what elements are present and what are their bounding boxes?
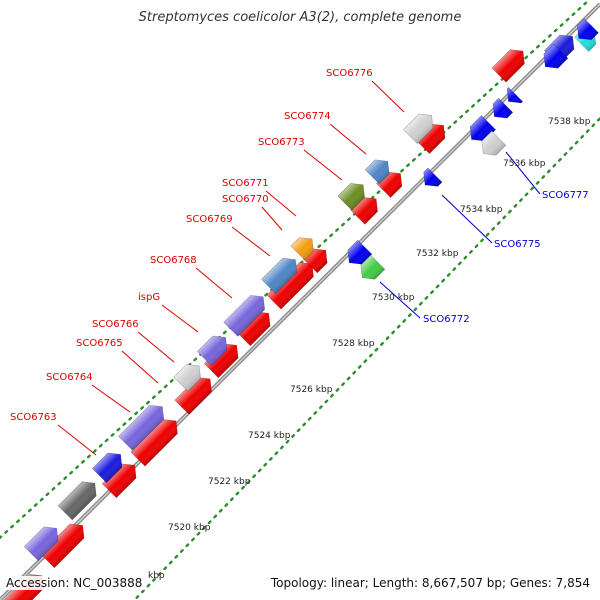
leader-SCO6766 xyxy=(137,331,175,363)
label-leader-lines xyxy=(57,80,541,456)
gene-label-SCO6766[interactable]: SCO6766 xyxy=(92,319,139,330)
map-title: Streptomyces coelicolor A3(2), complete … xyxy=(138,10,462,25)
scale-label-7536: 7536 kbp xyxy=(503,159,546,169)
reverse-gene-2[interactable] xyxy=(355,254,386,285)
gene-label-SCO6764[interactable]: SCO6764 xyxy=(46,372,93,383)
leader-SCO6770 xyxy=(261,206,283,231)
leader-SCO6764 xyxy=(91,384,131,413)
gene-label-SCO6770[interactable]: SCO6770 xyxy=(222,194,269,205)
gene-label-SCO6769[interactable]: SCO6769 xyxy=(186,214,233,225)
leader-SCO6775 xyxy=(441,194,493,244)
scale-label-7528: 7528 kbp xyxy=(332,339,375,349)
gene-label-SCO6772[interactable]: SCO6772 xyxy=(423,314,470,325)
leader-SCO6773 xyxy=(303,149,343,181)
gene-label-ispG[interactable]: ispG xyxy=(138,292,160,303)
tick-track-lower xyxy=(132,116,600,600)
reverse-gene-5[interactable] xyxy=(476,130,507,161)
gene-label-SCO6776[interactable]: SCO6776 xyxy=(326,68,373,79)
outer-gene-5[interactable] xyxy=(173,359,207,392)
scale-label-7526: 7526 kbp xyxy=(290,385,333,395)
reverse-gene-7[interactable] xyxy=(501,86,524,108)
reverse-gene-8[interactable] xyxy=(538,43,569,74)
reverse-gene-6[interactable] xyxy=(487,97,514,123)
leader-SCO6765 xyxy=(121,350,159,384)
leader-SCO6771 xyxy=(265,190,297,217)
gene-label-SCO6765[interactable]: SCO6765 xyxy=(76,338,123,349)
gene-label-SCO6763[interactable]: SCO6763 xyxy=(10,412,57,423)
outer-gene-1[interactable] xyxy=(23,521,64,562)
gene-label-SCO6768[interactable]: SCO6768 xyxy=(150,255,197,266)
accession-text: Accession: NC_003888 xyxy=(4,576,145,590)
gene-label-SCO6774[interactable]: SCO6774 xyxy=(284,111,331,122)
outer-gene-2[interactable] xyxy=(57,476,102,521)
leader-SCO6772 xyxy=(379,281,421,319)
scale-label-7530: 7530 kbp xyxy=(372,293,415,303)
outer-gene-10[interactable] xyxy=(337,178,371,211)
leader-SCO6769 xyxy=(231,226,271,257)
forward-gene-2[interactable] xyxy=(39,518,89,569)
gene-label-SCO6771[interactable]: SCO6771 xyxy=(222,178,269,189)
gene-label-SCO6773[interactable]: SCO6773 xyxy=(258,137,305,148)
leader-SCO6763 xyxy=(57,424,97,456)
outer-gene-9[interactable] xyxy=(290,232,319,261)
leader-SCO6776 xyxy=(371,80,405,113)
scale-label-7520: 7520 kbp xyxy=(168,523,211,533)
outer-gene-7[interactable] xyxy=(223,290,271,337)
leader-ispG xyxy=(161,304,199,333)
scale-label-7532: 7532 kbp xyxy=(416,249,459,259)
outer-gene-12[interactable] xyxy=(402,108,438,145)
labels: kbp 7520 kbp 7522 kbp 7524 kbp 7526 kbp 7528 … xyxy=(10,68,591,581)
scale-label-7524: 7524 kbp xyxy=(248,431,291,441)
scale-label-7522: 7522 kbp xyxy=(208,477,251,487)
outer-gene-4[interactable] xyxy=(118,400,170,451)
reverse-gene-9[interactable] xyxy=(572,18,599,46)
scale-label-7534: 7534 kbp xyxy=(460,205,503,215)
leader-SCO6774 xyxy=(329,123,367,155)
genome-summary-text: Topology: linear; Length: 8,667,507 bp; … xyxy=(268,576,592,590)
leader-SCO6768 xyxy=(195,267,233,299)
forward-gene-13[interactable] xyxy=(491,44,530,83)
gene-tracks xyxy=(2,18,599,600)
gene-label-SCO6777[interactable]: SCO6777 xyxy=(542,190,589,201)
outer-gene-11[interactable] xyxy=(364,154,395,185)
reverse-gene-1[interactable] xyxy=(342,239,373,270)
outer-gene-3[interactable] xyxy=(91,447,127,484)
scale-label-7518: kbp xyxy=(148,571,165,581)
leader-SCO6777 xyxy=(505,151,541,195)
gene-label-SCO6775[interactable]: SCO6775 xyxy=(494,239,541,250)
outer-gene-8[interactable] xyxy=(261,252,302,294)
scale-label-7538: 7538 kbp xyxy=(548,117,591,127)
reverse-gene-3[interactable] xyxy=(418,167,443,192)
outer-gene-6[interactable] xyxy=(196,330,232,367)
